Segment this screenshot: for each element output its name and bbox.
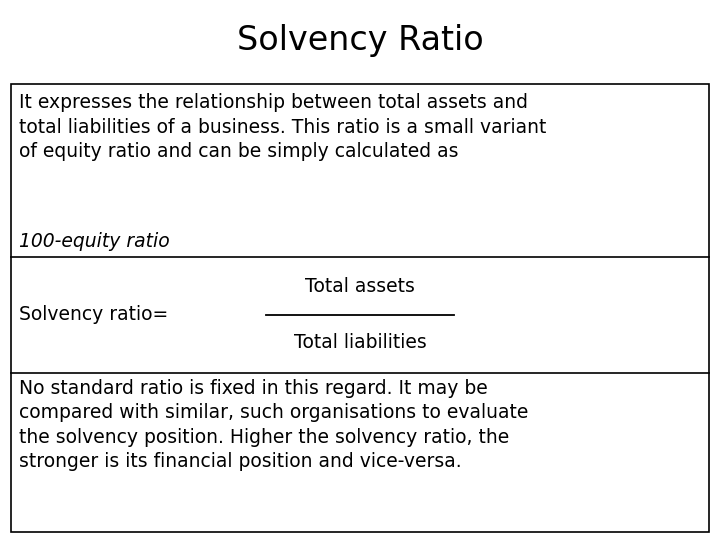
Text: Solvency Ratio: Solvency Ratio (237, 24, 483, 57)
Text: It expresses the relationship between total assets and
total liabilities of a bu: It expresses the relationship between to… (19, 93, 546, 161)
FancyBboxPatch shape (11, 84, 709, 532)
Text: 100-equity ratio: 100-equity ratio (19, 232, 170, 251)
Text: Solvency ratio=: Solvency ratio= (19, 305, 168, 324)
Text: Total liabilities: Total liabilities (294, 333, 426, 352)
Text: Total assets: Total assets (305, 277, 415, 296)
Text: No standard ratio is fixed in this regard. It may be
compared with similar, such: No standard ratio is fixed in this regar… (19, 379, 528, 471)
